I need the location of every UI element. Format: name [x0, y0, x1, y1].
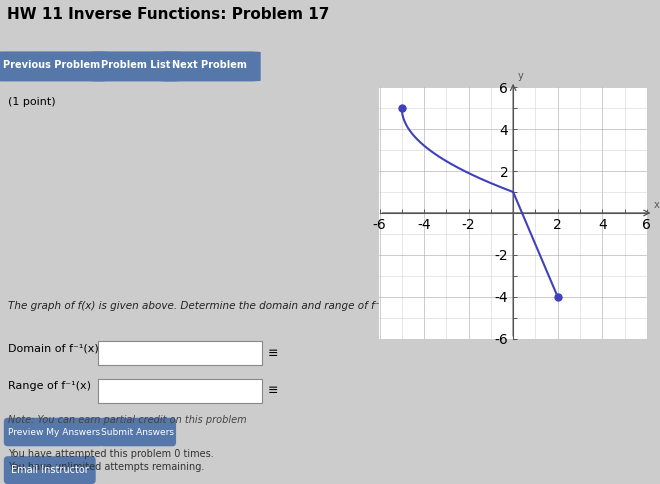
Text: x: x [653, 200, 659, 210]
Point [552, 293, 563, 301]
Text: Note: You can earn partial credit on this problem: Note: You can earn partial credit on thi… [8, 414, 246, 424]
Text: Next Problem: Next Problem [172, 60, 247, 70]
FancyBboxPatch shape [98, 341, 262, 365]
Text: Email Instructor: Email Instructor [11, 465, 88, 475]
Text: Domain of f⁻¹(x): Domain of f⁻¹(x) [8, 343, 98, 353]
Text: You have attempted this problem 0 times.
You have unlimited attempts remaining.: You have attempted this problem 0 times.… [8, 449, 213, 472]
FancyBboxPatch shape [0, 51, 109, 81]
Text: The graph of f(x) is given above. Determine the domain and range of f⁻¹(x) using: The graph of f(x) is given above. Determ… [8, 302, 522, 311]
Text: HW 11 Inverse Functions: Problem 17: HW 11 Inverse Functions: Problem 17 [7, 7, 329, 22]
Text: Submit Answers: Submit Answers [101, 427, 174, 437]
FancyBboxPatch shape [4, 418, 104, 446]
Text: ≡: ≡ [268, 347, 279, 360]
Point [397, 104, 407, 112]
FancyBboxPatch shape [158, 51, 261, 81]
Text: Problem List: Problem List [100, 60, 170, 70]
Text: y: y [517, 71, 523, 81]
FancyBboxPatch shape [89, 51, 182, 81]
FancyBboxPatch shape [4, 456, 96, 484]
Text: Range of f⁻¹(x): Range of f⁻¹(x) [8, 381, 90, 391]
Text: ≡: ≡ [268, 384, 279, 397]
FancyBboxPatch shape [98, 379, 262, 403]
Text: Preview My Answers: Preview My Answers [7, 427, 100, 437]
Text: Previous Problem: Previous Problem [3, 60, 100, 70]
FancyBboxPatch shape [100, 418, 176, 446]
Text: (1 point): (1 point) [8, 97, 55, 107]
